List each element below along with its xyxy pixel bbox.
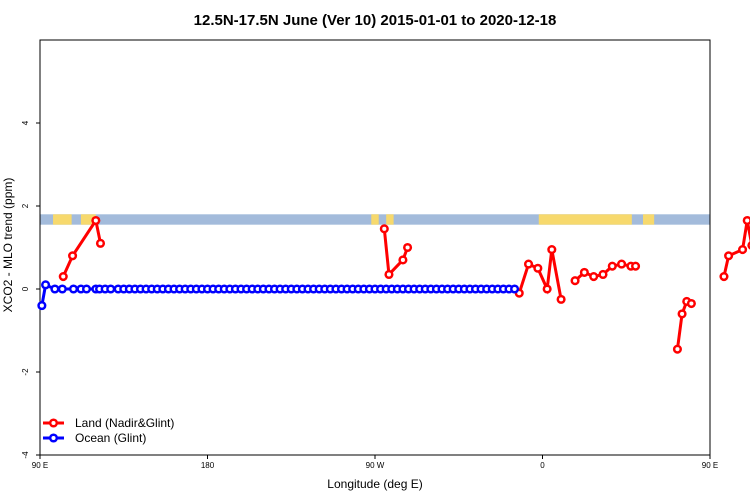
legend-label: Land (Nadir&Glint) bbox=[75, 416, 174, 430]
data-point bbox=[609, 263, 616, 270]
y-tick-label: 0 bbox=[21, 286, 30, 291]
y-axis-label: XCO2 - MLO trend (ppm) bbox=[1, 178, 15, 313]
data-point bbox=[600, 271, 607, 278]
data-point bbox=[721, 273, 728, 280]
legend-label: Ocean (Glint) bbox=[75, 431, 146, 445]
x-tick-label: 180 bbox=[201, 461, 215, 470]
y-tick-label: -2 bbox=[21, 368, 30, 376]
plot-border bbox=[40, 40, 710, 455]
map-land bbox=[643, 214, 654, 224]
data-point bbox=[558, 296, 565, 303]
y-axis-ticks: -4 -2 0 2 4 bbox=[21, 120, 40, 458]
map-land bbox=[53, 214, 72, 224]
y-tick-label: -4 bbox=[21, 451, 30, 459]
data-point bbox=[525, 261, 532, 268]
x-tick-label: 90 W bbox=[366, 461, 385, 470]
series-line bbox=[677, 301, 691, 349]
x-tick-label: 90 E bbox=[702, 461, 718, 470]
data-point bbox=[544, 286, 551, 293]
data-point bbox=[400, 257, 407, 264]
plot-area bbox=[40, 40, 710, 455]
data-point bbox=[83, 286, 90, 293]
series-line bbox=[63, 221, 100, 277]
data-point bbox=[632, 263, 639, 270]
chart-title: 12.5N-17.5N June (Ver 10) 2015-01-01 to … bbox=[194, 12, 557, 29]
x-axis-label: Longitude (deg E) bbox=[327, 477, 422, 491]
x-tick-label: 0 bbox=[540, 461, 545, 470]
data-point bbox=[386, 271, 393, 278]
data-point bbox=[572, 277, 579, 284]
data-point bbox=[674, 346, 681, 353]
series-layer bbox=[39, 217, 750, 352]
x-tick-label: 90 E bbox=[32, 461, 48, 470]
data-point bbox=[739, 246, 746, 253]
legend: Land (Nadir&Glint)Ocean (Glint) bbox=[43, 416, 174, 445]
data-point bbox=[511, 286, 518, 293]
map-land bbox=[539, 214, 632, 224]
data-point bbox=[70, 286, 77, 293]
series-line bbox=[519, 250, 561, 300]
map-strip bbox=[40, 214, 750, 224]
data-point bbox=[618, 261, 625, 268]
data-point bbox=[688, 300, 695, 307]
data-point bbox=[744, 217, 750, 224]
data-point bbox=[107, 286, 114, 293]
data-point bbox=[535, 265, 542, 272]
data-point bbox=[93, 217, 100, 224]
data-point bbox=[69, 253, 76, 260]
data-point bbox=[679, 311, 686, 318]
data-point bbox=[59, 286, 66, 293]
data-point bbox=[590, 273, 597, 280]
data-point bbox=[549, 246, 556, 253]
data-point bbox=[52, 286, 59, 293]
series-line bbox=[384, 229, 407, 275]
data-point bbox=[404, 244, 411, 251]
y-tick-label: 4 bbox=[21, 120, 30, 125]
data-point bbox=[581, 269, 588, 276]
x-axis-ticks: 90 E 180 90 W 0 90 E bbox=[32, 455, 718, 470]
data-point bbox=[97, 240, 104, 247]
data-point bbox=[42, 282, 49, 289]
map-land bbox=[386, 214, 393, 224]
data-point bbox=[60, 273, 67, 280]
legend-marker bbox=[50, 420, 57, 427]
legend-marker bbox=[50, 435, 57, 442]
data-point bbox=[381, 226, 388, 233]
map-land bbox=[371, 214, 378, 224]
y-tick-label: 2 bbox=[21, 203, 30, 208]
data-point bbox=[725, 253, 732, 260]
data-point bbox=[39, 302, 46, 309]
